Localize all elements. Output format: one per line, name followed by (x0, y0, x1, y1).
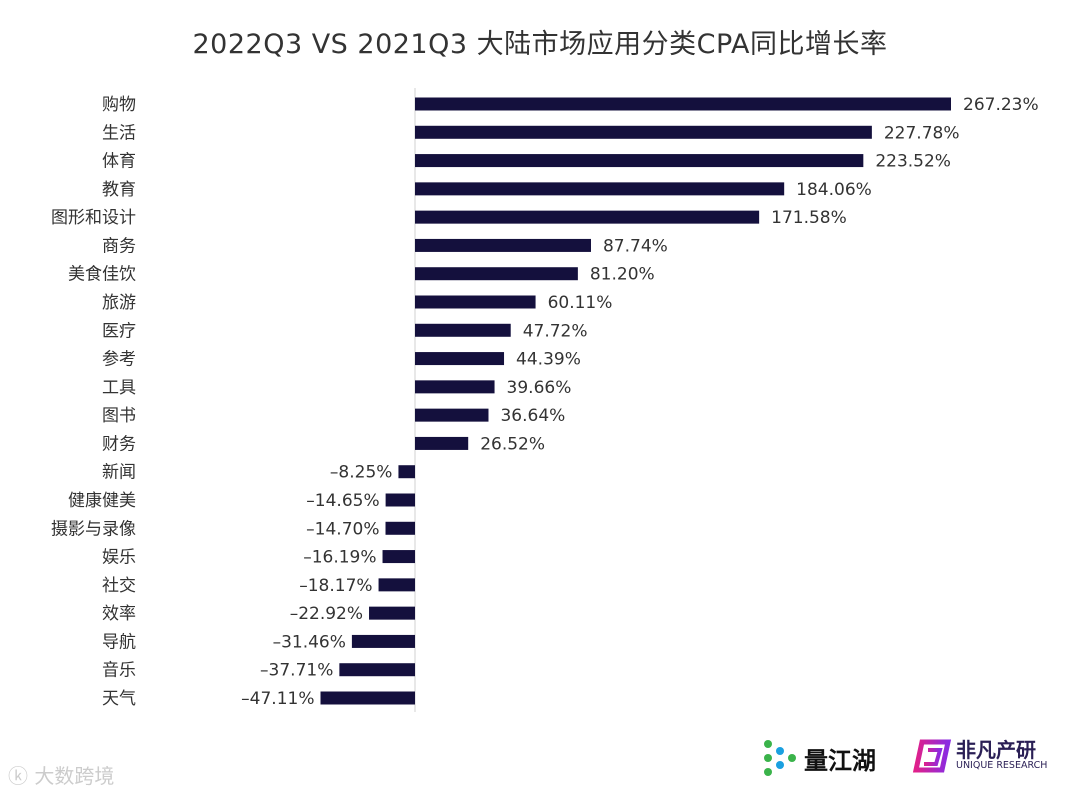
category-label: 教育 (102, 180, 136, 200)
watermark-text: 大数跨境 (34, 764, 115, 788)
bar (339, 663, 415, 677)
category-label: 工具 (102, 378, 136, 398)
unique-research-en: UNIQUE RESEARCH (956, 760, 1048, 771)
data-label: 171.58% (771, 208, 847, 228)
data-label: –8.25% (330, 463, 393, 483)
category-label: 社交 (102, 576, 136, 596)
category-label: 医疗 (102, 321, 136, 341)
liangjianghu-logo: 量江湖 (762, 738, 876, 778)
category-label: 健康健美 (68, 491, 136, 511)
category-label: 体育 (102, 152, 136, 172)
liangjianghu-logo-icon (764, 740, 796, 776)
category-label: 导航 (102, 632, 136, 652)
unique-research-logo: 非凡产研 UNIQUE RESEARCH (912, 738, 1047, 774)
liangjianghu-logo-text: 量江湖 (804, 746, 876, 775)
data-label: –16.19% (303, 548, 376, 568)
category-label: 生活 (102, 123, 136, 143)
bar (415, 295, 536, 309)
bar (415, 408, 489, 422)
category-label: 美食佳饮 (68, 265, 136, 285)
data-label: –22.92% (290, 604, 363, 624)
bar (369, 606, 415, 620)
bar (378, 578, 415, 592)
bar (415, 125, 872, 139)
bar (415, 436, 469, 450)
unique-research-zh: 非凡产研 (956, 738, 1036, 762)
bar (415, 238, 591, 252)
data-label: –18.17% (299, 576, 372, 596)
category-label: 天气 (102, 689, 136, 709)
data-label: –31.46% (273, 632, 346, 652)
bar (415, 267, 578, 281)
category-label: 旅游 (102, 293, 136, 313)
bar (415, 352, 505, 366)
bar (415, 182, 785, 196)
bar (415, 97, 951, 111)
data-label: 47.72% (523, 321, 588, 341)
bar-chart: 购物 267.23% 生活 227.78% 体育 223.52% 教育 184.06% 图形和设… (51, 88, 1039, 712)
category-label: 财务 (102, 434, 136, 454)
data-label: 87.74% (603, 236, 668, 256)
watermark: ⓚ 大数跨境 (8, 764, 115, 788)
data-label: 81.20% (590, 265, 655, 285)
category-label: 商务 (102, 236, 136, 256)
category-label: 图书 (102, 406, 136, 426)
data-label: 60.11% (548, 293, 613, 313)
unique-research-logo-icon (912, 739, 952, 773)
bar (415, 323, 511, 337)
category-label: 新闻 (102, 463, 136, 483)
category-label: 娱乐 (102, 548, 136, 568)
data-label: 44.39% (516, 350, 581, 370)
bar (320, 691, 415, 705)
category-label: 参考 (102, 350, 136, 370)
category-label: 摄影与录像 (51, 519, 136, 539)
bar (415, 380, 495, 394)
bar (415, 210, 760, 224)
bar (415, 154, 864, 168)
data-label: –14.65% (306, 491, 379, 511)
data-label: –47.11% (241, 689, 314, 709)
bar (385, 493, 415, 507)
data-label: 227.78% (884, 123, 960, 143)
category-label: 效率 (102, 604, 136, 624)
bar (398, 465, 415, 479)
data-label: 184.06% (796, 180, 872, 200)
bar (382, 550, 415, 564)
data-label: 267.23% (963, 95, 1039, 115)
category-label: 图形和设计 (51, 208, 136, 228)
category-label: 购物 (102, 95, 136, 115)
data-label: 26.52% (480, 434, 545, 454)
category-label: 音乐 (102, 661, 136, 681)
chart-title: 2022Q3 VS 2021Q3 大陆市场应用分类CPA同比增长率 (192, 29, 888, 60)
data-label: 39.66% (507, 378, 572, 398)
data-label: –37.71% (260, 661, 333, 681)
data-label: 223.52% (875, 152, 951, 172)
data-label: 36.64% (500, 406, 565, 426)
bar (385, 521, 415, 535)
bar (351, 634, 415, 648)
data-label: –14.70% (306, 519, 379, 539)
